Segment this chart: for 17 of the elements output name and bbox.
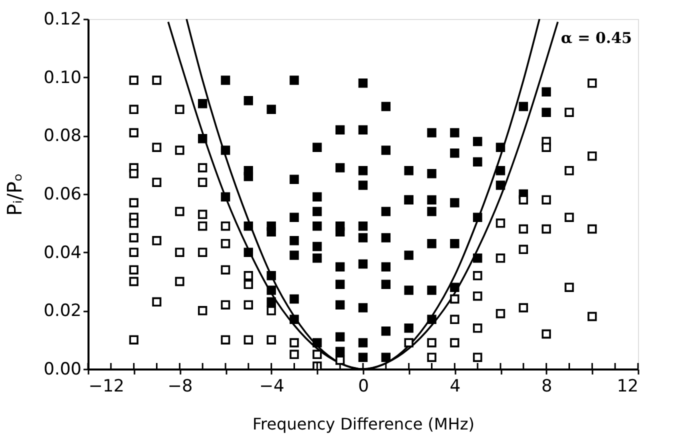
x-tick-label: 4 <box>450 376 461 396</box>
x-tick-label: 12 <box>616 376 638 396</box>
x-axis-title: Frequency Difference (MHz) <box>252 414 475 434</box>
x-tick-label: −12 <box>88 376 124 396</box>
x-tick-label: −4 <box>259 376 284 396</box>
y-tick-label: 0.08 <box>44 126 82 146</box>
y-tick-label: 0.02 <box>44 301 82 322</box>
x-tick-label: 8 <box>541 376 552 396</box>
y-tick-label: 0.06 <box>44 184 82 204</box>
y-tick-label: 0.10 <box>44 68 82 88</box>
y-tick-label: 0.04 <box>44 242 82 263</box>
y-tick-label: 0.12 <box>44 10 82 30</box>
y-tick-label: 0.00 <box>44 360 82 380</box>
y-axis-title: Pᵢ/Pₒ <box>2 173 27 216</box>
x-tick-label: 0 <box>358 376 369 396</box>
annotation: α = 0.45 <box>560 29 632 47</box>
x-tick-label: −8 <box>168 376 193 396</box>
